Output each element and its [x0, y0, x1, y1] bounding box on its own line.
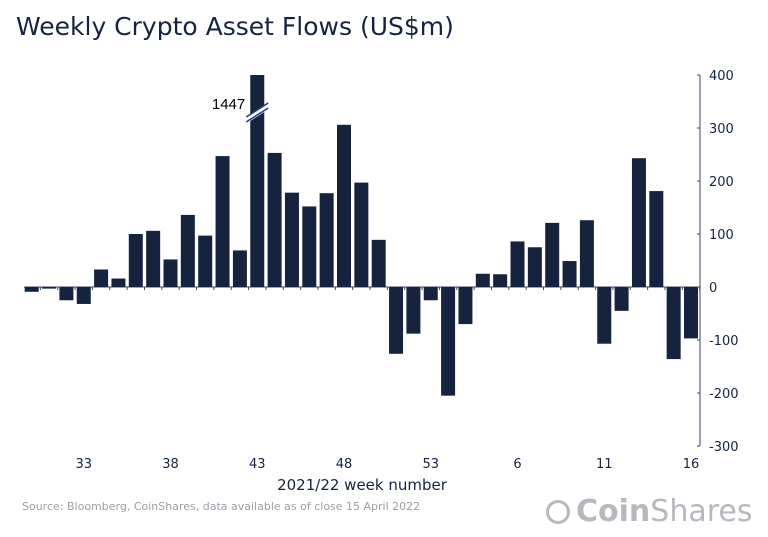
bar-week-50	[371, 239, 386, 287]
x-tick-label: 16	[683, 457, 700, 472]
bar-week-36	[128, 234, 143, 287]
bar-week-43	[250, 75, 265, 287]
bar-week-33	[76, 287, 91, 304]
y-tick-label: -100	[709, 334, 739, 349]
bar-week-7	[527, 247, 542, 287]
logo-text: CoinShares	[576, 494, 752, 529]
bar-week-13	[631, 158, 646, 287]
bar-week-32	[59, 287, 74, 301]
bar-week-40	[198, 235, 213, 287]
y-tick-label: 100	[709, 228, 734, 243]
y-tick-label: 300	[709, 122, 734, 137]
bar-week-10	[579, 220, 594, 287]
logo-text-shares: Shares	[650, 494, 753, 529]
logo-text-coin: Coin	[576, 494, 651, 529]
x-tick-label: 33	[75, 457, 92, 472]
bar-week-12	[614, 287, 629, 311]
y-tick-label: -200	[709, 387, 739, 402]
bar-week-35	[111, 278, 126, 287]
bar-week-3	[458, 287, 473, 325]
x-tick-label: 11	[596, 457, 613, 472]
bar-week-2	[441, 287, 456, 396]
bar-week-6	[510, 241, 525, 287]
bar-week-34	[94, 269, 109, 287]
source-note: Source: Bloomberg, CoinShares, data avai…	[22, 500, 421, 513]
x-tick-label: 43	[249, 457, 266, 472]
bar-week-15	[666, 287, 681, 360]
bar-week-45	[284, 192, 299, 287]
axis-break-gap	[244, 103, 270, 123]
y-tick-label: -300	[709, 440, 739, 455]
bar-week-53	[423, 287, 438, 301]
bar-week-46	[302, 206, 317, 287]
bar-week-48	[337, 124, 351, 287]
bar-week-41	[215, 156, 230, 287]
bar-week-44	[267, 152, 282, 287]
bar-week-9	[562, 261, 577, 287]
bar-week-14	[649, 191, 664, 287]
bar-week-38	[163, 259, 178, 287]
bar-week-52	[406, 287, 421, 334]
bar-week-16	[684, 287, 698, 339]
bar-week-11	[597, 287, 612, 344]
bar-week-47	[319, 193, 334, 287]
chart-title: Weekly Crypto Asset Flows (US$m)	[16, 12, 454, 41]
y-tick-label: 0	[709, 281, 717, 296]
axis-break-mark-lower	[245, 107, 269, 123]
annotation-label: 1447	[212, 96, 245, 113]
bar-week-42	[232, 250, 247, 287]
bar-week-49	[354, 182, 369, 287]
x-tick-label: 53	[422, 457, 439, 472]
bar-week-51	[389, 287, 404, 354]
bar-week-39	[180, 214, 195, 287]
x-tick-label: 6	[513, 457, 521, 472]
bar-week-30	[24, 287, 39, 292]
bar-week-5	[493, 274, 508, 287]
bar-week-31	[42, 287, 57, 289]
coinshares-logo: CoinShares	[546, 494, 752, 529]
bar-week-8	[545, 222, 560, 287]
bar-week-37	[146, 230, 161, 287]
x-axis-label: 2021/22 week number	[277, 476, 448, 494]
y-tick-label: 400	[709, 69, 734, 84]
logo-icon	[546, 499, 570, 524]
y-tick-label: 200	[709, 175, 734, 190]
axis-break-mark-upper	[245, 102, 269, 118]
x-tick-label: 48	[336, 457, 353, 472]
x-tick-label: 38	[162, 457, 179, 472]
bar-week-4	[475, 273, 490, 287]
